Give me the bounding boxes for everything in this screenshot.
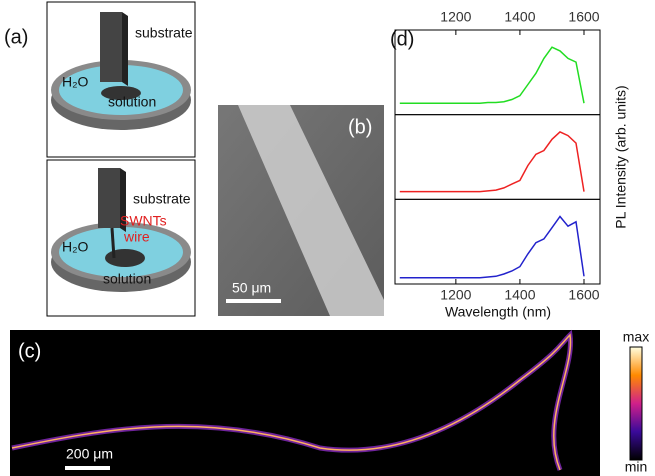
panel-label: (d) [390, 28, 414, 50]
colorbar-label: max [623, 329, 649, 345]
colorbar-label: min [625, 459, 648, 475]
text: H₂O [62, 239, 89, 255]
panel-label: (b) [348, 116, 372, 138]
text: SWNTs [120, 213, 167, 229]
x-tick-label: 1200 [440, 9, 471, 25]
x-tick-label: 1600 [568, 9, 599, 25]
text: H₂O [62, 74, 89, 90]
plot-frame [395, 115, 600, 200]
scale-text: 50 μm [232, 280, 271, 296]
colorbar [630, 347, 642, 460]
plot-frame [395, 199, 600, 284]
x-tick-label: 1400 [504, 287, 535, 303]
x-tick-label: 1400 [504, 9, 535, 25]
scale-bar [65, 466, 110, 470]
spectrum [400, 217, 584, 278]
x-axis-label: Wavelength (nm) [445, 304, 551, 320]
scale-text: 200 μm [66, 446, 113, 462]
text: solution [103, 271, 151, 287]
spectrum [400, 132, 584, 192]
x-tick-label: 1600 [568, 287, 599, 303]
figure: (a) substrate H₂O solution substrate SWN… [0, 0, 655, 476]
scale-bar [226, 299, 281, 303]
spectrum [400, 47, 584, 103]
text: wire [123, 229, 150, 245]
text: substrate [135, 25, 193, 41]
text: solution [108, 94, 156, 110]
panel-label: (c) [18, 340, 41, 362]
y-axis-label: PL Intensity (arb. units) [613, 85, 629, 228]
text: substrate [133, 191, 191, 207]
panel-label: (a) [4, 26, 28, 48]
x-tick-label: 1200 [440, 287, 471, 303]
